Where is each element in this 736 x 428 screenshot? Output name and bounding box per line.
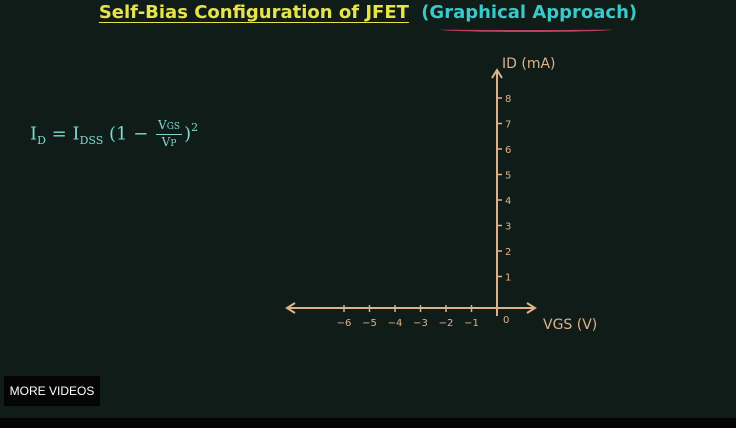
- formula-id-sub: D: [37, 133, 46, 147]
- shockley-equation: ID = IDSS (1 − VGS VP)2: [30, 118, 198, 151]
- y-tick-label: 5: [505, 171, 511, 182]
- formula-id: I: [30, 123, 38, 145]
- transfer-characteristic-graph: −6 −5 −4 −3 −2 −1 1 2 3 4 5 6 7 8 0 VGS (V) ID (mA): [285, 56, 597, 333]
- title-main: Self-Bias Configuration of JFET: [98, 2, 409, 23]
- y-axis-arrow-up: [491, 68, 503, 79]
- formula-numerator: VGS: [156, 118, 183, 135]
- x-tick-label: −1: [464, 318, 479, 329]
- origin-label: 0: [503, 315, 509, 326]
- y-tick-label: 3: [505, 222, 511, 233]
- formula-fraction: VGS VP: [156, 118, 183, 151]
- formula-exponent: 2: [191, 120, 199, 134]
- x-tick-label: −6: [337, 318, 352, 329]
- subtitle-underline: [440, 27, 612, 32]
- y-tick-label: 8: [505, 94, 511, 105]
- title-subtitle: (Graphical Approach): [421, 2, 638, 23]
- y-axis-label: ID (mA): [502, 56, 556, 72]
- formula-vgs-sub: GS: [166, 122, 181, 132]
- formula-equals-idss: = I: [45, 123, 80, 145]
- y-tick-label: 2: [505, 247, 511, 258]
- formula-open: (1 −: [103, 123, 155, 145]
- y-tick-label: 7: [505, 120, 511, 131]
- x-tick-label: −5: [362, 318, 377, 329]
- x-axis-arrow-right: [526, 302, 537, 314]
- x-tick-label: −2: [439, 318, 454, 329]
- y-tick-label: 4: [505, 196, 511, 207]
- y-tick-label: 6: [505, 145, 511, 156]
- video-bottom-bar: [0, 418, 736, 428]
- y-tick-label: 1: [505, 273, 511, 284]
- x-tick-label: −3: [413, 318, 428, 329]
- x-axis-arrow-left: [285, 302, 296, 314]
- formula-vgs: V: [158, 118, 167, 132]
- formula-denominator: VP: [156, 135, 182, 151]
- formula-vp: V: [161, 135, 171, 149]
- chalkboard-canvas: Self-Bias Configuration of JFET (Graphic…: [0, 2, 736, 333]
- x-axis-label: VGS (V): [543, 317, 597, 333]
- formula-close: ): [184, 123, 192, 145]
- page-title: Self-Bias Configuration of JFET (Graphic…: [0, 2, 736, 23]
- formula-vp-sub: P: [170, 139, 177, 149]
- formula-idss-sub: DSS: [79, 133, 104, 147]
- more-videos-button[interactable]: MORE VIDEOS: [4, 376, 100, 406]
- x-tick-label: −4: [388, 318, 403, 329]
